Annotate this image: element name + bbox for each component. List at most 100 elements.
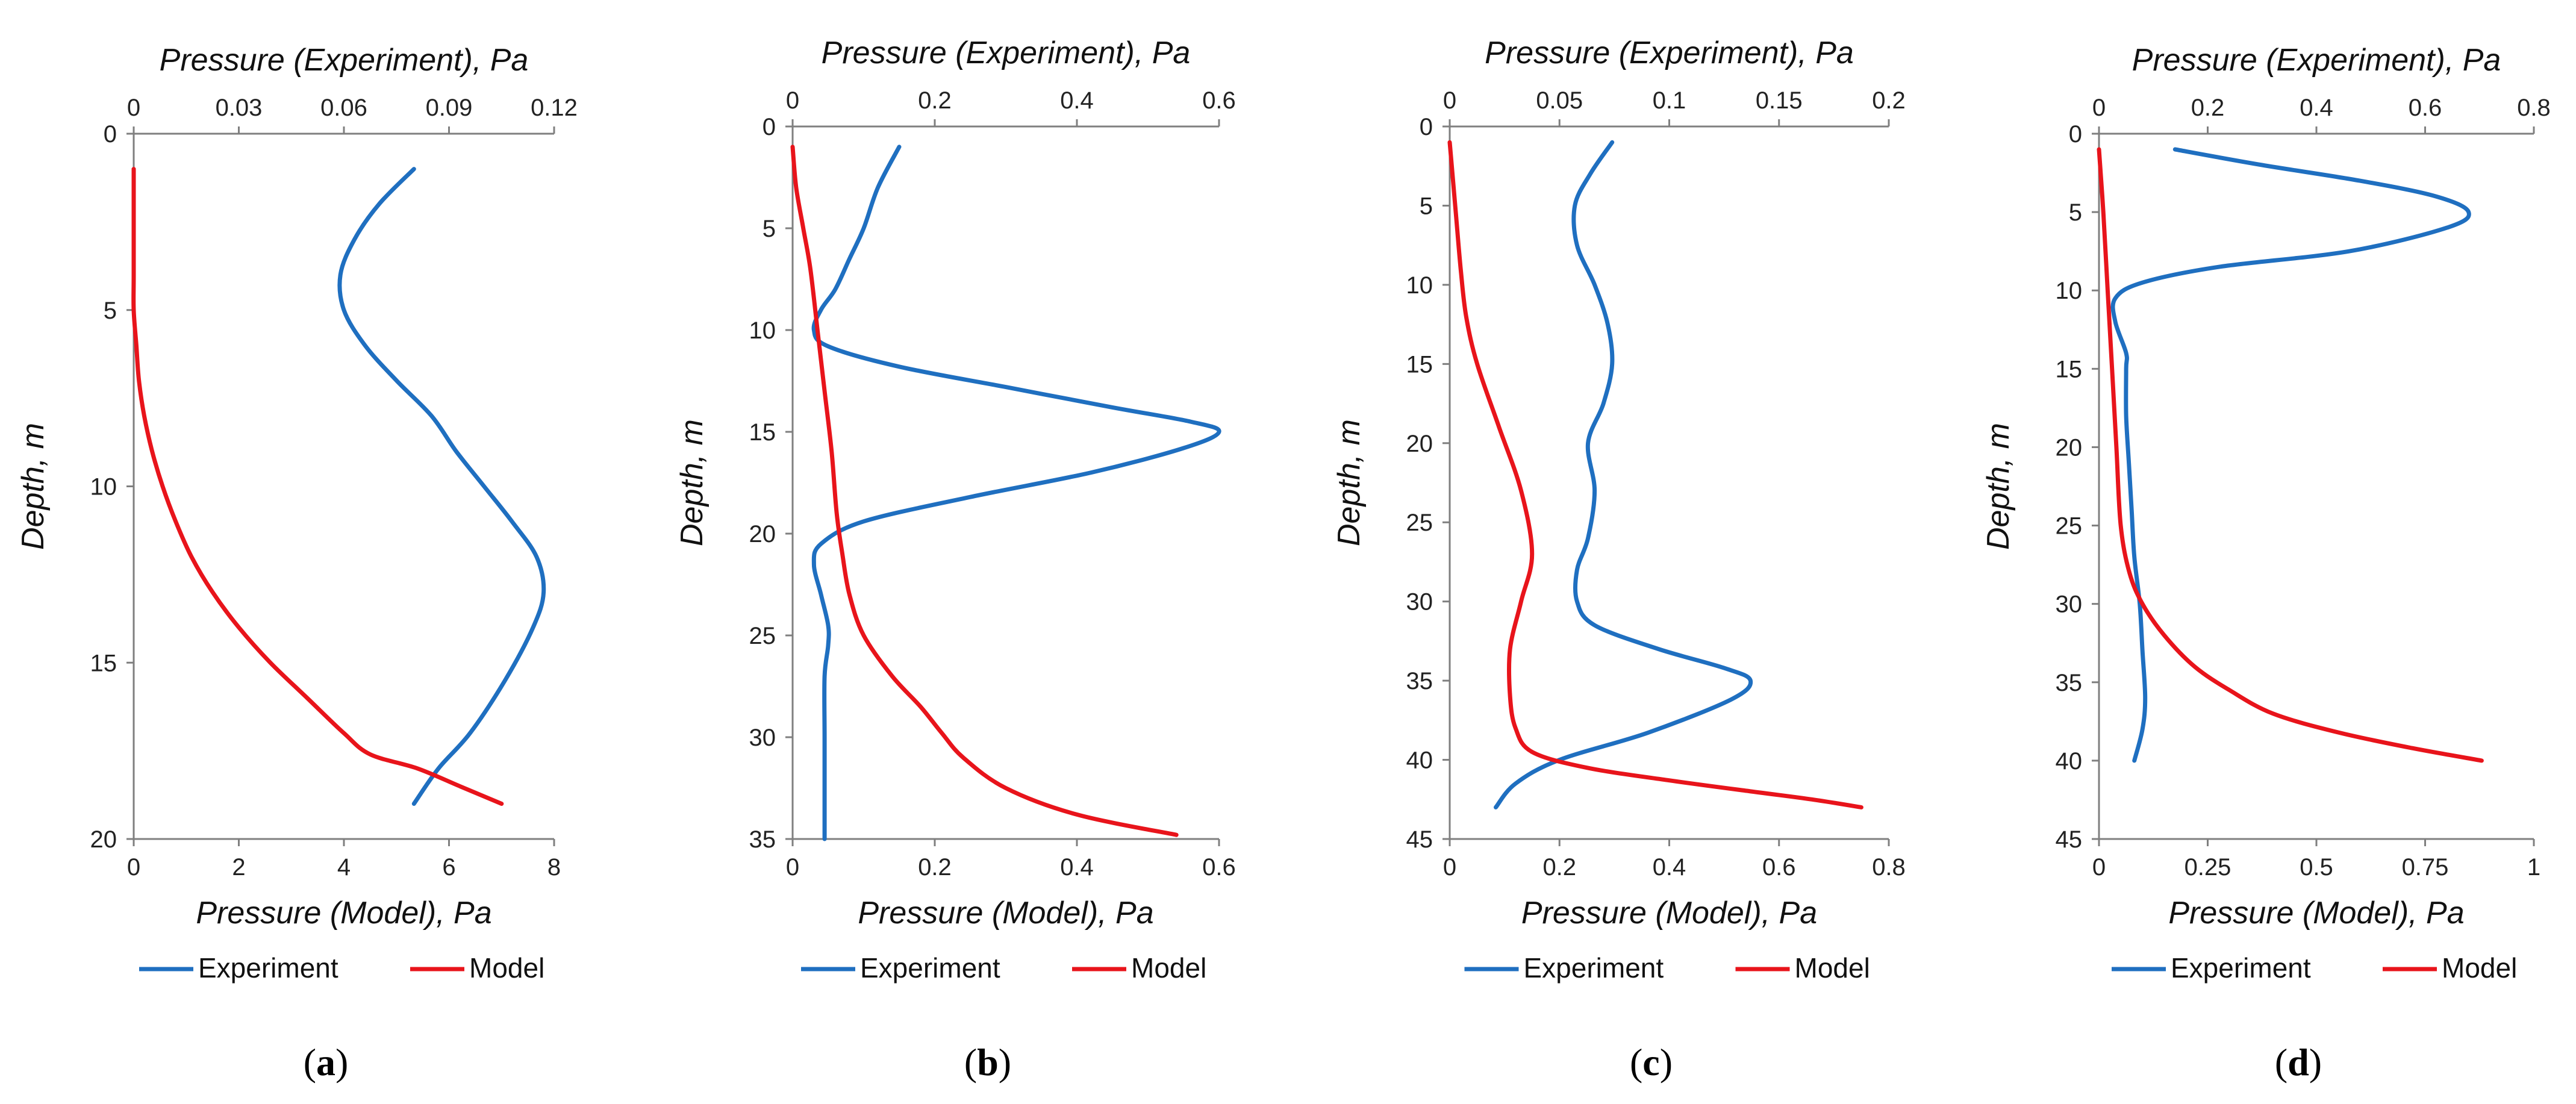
top-tick-label: 0.03	[216, 95, 263, 121]
y-tick-label: 20	[1406, 431, 1433, 457]
top-axis-title: Pressure (Experiment), Pa	[1485, 36, 1854, 70]
top-tick-label: 0.4	[1060, 87, 1094, 114]
legend-label-experiment: Experiment	[860, 952, 1000, 984]
panel-label-letter: a	[316, 1041, 335, 1084]
chart-panel-c: 0 0.05 0.1 0.15 0.2 0 0.2 0.4 0.6 0.8 0 5 10 15 20 25 30…	[1332, 36, 1906, 1084]
panel-label: (c)	[1630, 1041, 1673, 1084]
top-tick-label: 0.05	[1536, 87, 1583, 114]
y-tick-label: 5	[2069, 199, 2082, 226]
bottom-tick-label: 0	[786, 854, 799, 881]
panel-label-letter: b	[977, 1041, 999, 1084]
top-tick-label: 0.06	[320, 95, 367, 121]
chart-panel-d: 0 0.2 0.4 0.6 0.80 0.25 0.5 0.75 105101520253035…	[1981, 43, 2551, 1084]
legend-label-model: Model	[1131, 952, 1206, 984]
series-line-model	[790, 145, 1179, 837]
panel-label-open: (	[2275, 1041, 2288, 1084]
y-tick-label: 30	[2056, 591, 2083, 618]
panel-label-letter: c	[1642, 1041, 1659, 1084]
legend-label-model: Model	[469, 952, 544, 984]
y-tick-label: 15	[749, 419, 776, 446]
top-tick-label: 0.2	[2191, 95, 2225, 121]
y-tick-label: 10	[90, 474, 117, 501]
y-tick-label: 25	[1406, 510, 1433, 536]
panel-label: (d)	[2275, 1041, 2322, 1084]
panel-label: (b)	[964, 1041, 1011, 1084]
y-tick-label: 10	[749, 317, 776, 344]
bottom-tick-label: 0.4	[1653, 854, 1686, 881]
top-tick-label: 0	[2092, 95, 2106, 121]
top-tick-label: 0	[127, 95, 140, 121]
bottom-tick-label: 0.2	[918, 854, 952, 881]
top-tick-label: 0	[1443, 87, 1456, 114]
y-tick-label: 20	[90, 826, 117, 853]
y-tick-label: 5	[1420, 193, 1433, 219]
y-tick-label: 40	[1406, 747, 1433, 774]
y-tick-label: 25	[2056, 513, 2083, 540]
top-axis-title: Pressure (Experiment), Pa	[822, 36, 1191, 70]
legend-label-experiment: Experiment	[1524, 952, 1664, 984]
top-tick-label: 0.4	[2300, 95, 2333, 121]
series-line-experiment	[337, 167, 546, 806]
panel-label-open: (	[964, 1041, 977, 1084]
panel-label-close: )	[1660, 1041, 1673, 1084]
y-tick-label: 25	[749, 623, 776, 649]
bottom-tick-label: 0	[2092, 854, 2106, 881]
series-line-model	[131, 167, 504, 806]
y-tick-label: 5	[104, 298, 117, 324]
top-tick-label: 0.6	[1202, 87, 1236, 114]
bottom-tick-label: 8	[547, 854, 561, 881]
y-tick-label: 35	[1406, 668, 1433, 694]
panel-label: (a)	[304, 1041, 349, 1084]
chart-panel-b: 0 0.2 0.4 0.6 0 0.2 0.4 0.6 0 5 10 15 20 25 30 35 Pressu…	[675, 36, 1236, 1084]
panel-label-close: )	[335, 1041, 348, 1084]
bottom-tick-label: 0	[1443, 854, 1456, 881]
panel-label-open: (	[304, 1041, 316, 1084]
panel-label-close: )	[2309, 1041, 2322, 1084]
bottom-tick-label: 0.5	[2300, 854, 2333, 881]
bottom-tick-label: 0.6	[1202, 854, 1236, 881]
bottom-tick-label: 0.25	[2185, 854, 2231, 881]
panel-label-letter: d	[2288, 1041, 2309, 1084]
top-axis-title: Pressure (Experiment), Pa	[160, 43, 529, 78]
bottom-tick-label: 2	[232, 854, 245, 881]
top-tick-label: 0.1	[1653, 87, 1686, 114]
y-tick-label: 45	[1406, 826, 1433, 853]
bottom-tick-label: 6	[442, 854, 455, 881]
legend-label-model: Model	[2442, 952, 2517, 984]
y-tick-label: 10	[1406, 272, 1433, 299]
chart-panel-a: 0 0.03 0.06 0.09 0.12 0 2 4 6 8 0 5 10 15 20 Pressure (…	[16, 43, 578, 1084]
top-tick-label: 0.09	[426, 95, 473, 121]
panel-label-open: (	[1630, 1041, 1642, 1084]
y-tick-label: 0	[2069, 121, 2082, 148]
y-tick-label: 5	[763, 216, 776, 242]
top-axis-title: Pressure (Experiment), Pa	[2132, 43, 2501, 78]
top-tick-label: 0.2	[1872, 87, 1906, 114]
legend-label-experiment: Experiment	[198, 952, 338, 984]
series-line-model	[2097, 147, 2484, 763]
y-tick-label: 30	[1406, 589, 1433, 616]
y-tick-label: 0	[104, 121, 117, 148]
bottom-axis-title: Pressure (Model), Pa	[196, 896, 491, 931]
series-line-experiment	[2110, 147, 2471, 763]
y-tick-label: 45	[2056, 826, 2083, 853]
bottom-axis-title: Pressure (Model), Pa	[858, 896, 1153, 931]
y-axis-title: Depth, m	[16, 423, 51, 550]
bottom-tick-label: 0.75	[2402, 854, 2449, 881]
y-tick-label: 40	[2056, 748, 2083, 775]
y-axis-title: Depth, m	[1981, 423, 2016, 550]
y-tick-label: 35	[749, 826, 776, 853]
panel-label-close: )	[999, 1041, 1011, 1084]
top-tick-label: 0	[786, 87, 799, 114]
y-tick-label: 15	[90, 650, 117, 676]
y-tick-label: 15	[2056, 356, 2083, 382]
y-tick-label: 20	[2056, 434, 2083, 461]
y-axis-title: Depth, m	[675, 419, 709, 546]
top-tick-label: 0.6	[2409, 95, 2442, 121]
bottom-tick-label: 0.4	[1060, 854, 1094, 881]
y-tick-label: 15	[1406, 351, 1433, 378]
series-line-experiment	[811, 145, 1221, 841]
top-tick-label: 0.8	[2517, 95, 2551, 121]
top-tick-label: 0.15	[1756, 87, 1803, 114]
